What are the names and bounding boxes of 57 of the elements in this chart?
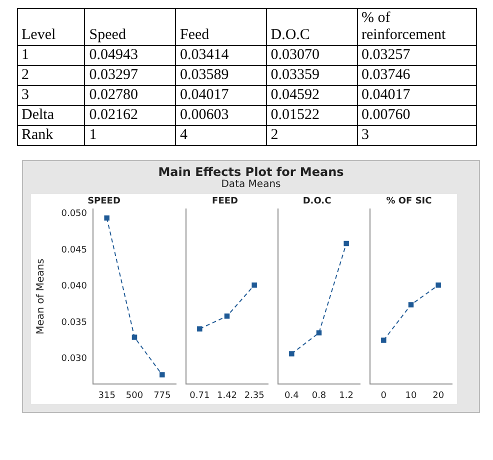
text: 2 — [17, 66, 85, 86]
text: 3 — [357, 126, 476, 146]
x-tick-label: 315 — [98, 390, 116, 401]
y-tick-label: 0.040 — [61, 282, 88, 292]
x-tick-label: 0.4 — [284, 390, 300, 401]
x-tick-label: 0.8 — [312, 390, 326, 401]
category-label: Speed — [84, 8, 176, 46]
y-tick-label: 0.035 — [61, 318, 87, 328]
chart-title: FEED — [212, 196, 238, 207]
text: 0.03746 — [357, 66, 476, 86]
text: 0.04017 — [357, 86, 476, 106]
category-label: D.O.C — [266, 8, 357, 46]
text: 0.00603 — [176, 106, 266, 126]
point — [132, 334, 138, 340]
text: 0.04592 — [266, 86, 357, 106]
x-tick-label: 1.2 — [339, 390, 354, 401]
text: 3 — [17, 86, 85, 106]
y-tick-label: 0.030 — [61, 354, 88, 364]
text: Delta — [17, 106, 85, 126]
y-tick-label: 0.045 — [61, 245, 87, 256]
text: 0.03589 — [176, 66, 266, 86]
text: Main Effects Plot for Means — [157, 165, 345, 179]
text: 0.03359 — [266, 66, 357, 86]
chart-title: SPEED — [88, 196, 120, 207]
text: 0.03297 — [84, 66, 176, 86]
text: 0.01522 — [266, 106, 357, 126]
x-tick-label: 20 — [432, 390, 444, 401]
point — [104, 215, 110, 221]
chart-title: D.O.C — [302, 196, 332, 207]
x-tick-label: 775 — [154, 390, 171, 401]
x-tick-label: 0.71 — [190, 390, 210, 401]
text: 0.02162 — [84, 106, 176, 126]
text: 0.04943 — [84, 46, 176, 66]
text: Rank — [17, 126, 85, 146]
point — [160, 372, 165, 378]
x-tick-label: 2.35 — [244, 390, 264, 401]
text: 0.00760 — [357, 106, 476, 126]
text: 1 — [84, 126, 176, 146]
y-tick-label: 0.050 — [61, 209, 88, 220]
text: 0.03070 — [266, 46, 357, 66]
category-label: Feed — [176, 8, 266, 46]
x-tick-label: 0 — [380, 390, 387, 401]
x-tick-label: 500 — [126, 390, 144, 401]
text: 4 — [176, 126, 266, 146]
text: 0.04017 — [176, 86, 266, 106]
text: 0.02780 — [84, 86, 176, 106]
chart-title: % OF SIC — [386, 196, 432, 207]
text: 2 — [266, 126, 357, 146]
text: 0.03414 — [176, 46, 266, 66]
x-tick-label: 10 — [405, 390, 417, 401]
y-axis-title: Mean of Means — [36, 258, 47, 334]
category-label: Level — [17, 8, 85, 46]
text: Data Means — [220, 179, 282, 190]
category-label: % of reinforcement — [357, 8, 476, 46]
text: 1 — [17, 46, 85, 66]
x-tick-label: 1.42 — [216, 390, 238, 401]
text: 0.03257 — [357, 46, 476, 66]
